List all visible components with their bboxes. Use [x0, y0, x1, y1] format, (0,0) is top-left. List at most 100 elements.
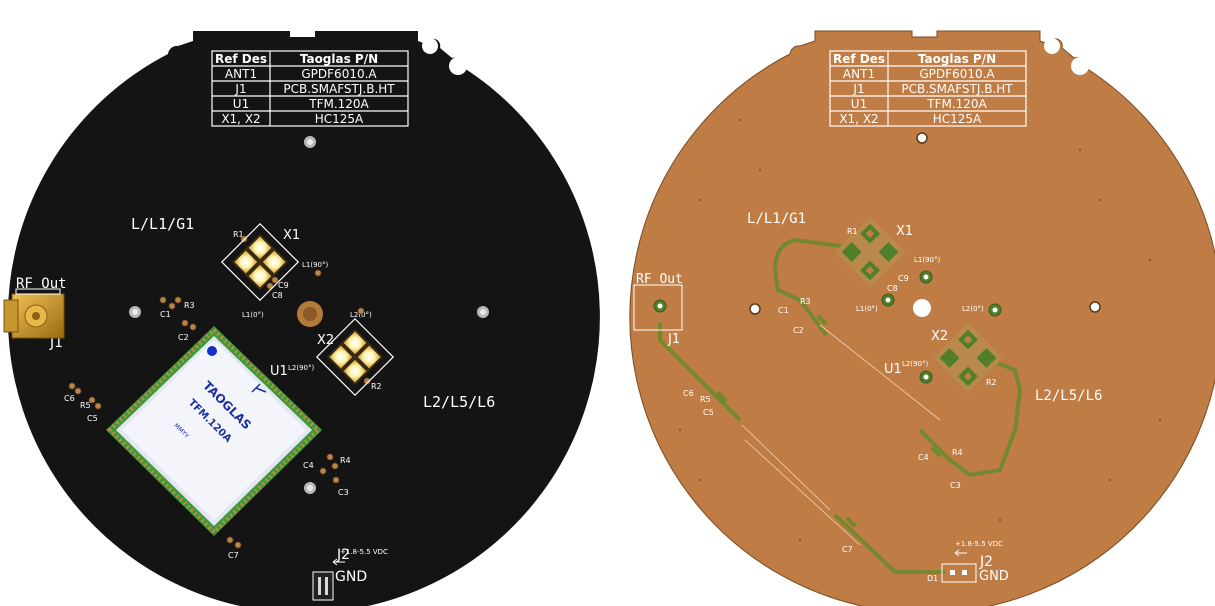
label-x2: X2: [317, 333, 334, 348]
pin1-marker: [207, 346, 217, 356]
label-j1: J1: [49, 335, 63, 351]
label-rf-out: RF Out: [636, 272, 683, 287]
label-l2-90: L2(90°): [288, 364, 314, 372]
taoglas-logo-icon: [251, 383, 267, 393]
label-c7: C7: [842, 545, 853, 554]
bom-text-bottom: Ref Des Taoglas P/N ANT1 GPDF6010.A J1 P…: [833, 52, 1013, 126]
bom-cell: U1: [233, 97, 249, 111]
label-vdc: +1.8-5.5 VDC: [955, 540, 1003, 548]
bom-cell: J1: [234, 82, 246, 96]
label-u1: U1: [270, 364, 288, 379]
label-l1-0: L1(0°): [242, 311, 264, 319]
bom-cell: HC125A: [933, 112, 982, 126]
label-r2: R2: [371, 382, 382, 391]
label-c5: C5: [87, 414, 98, 423]
label-x1: X1: [283, 228, 300, 243]
mounting-holes-bottom: [749, 132, 1101, 317]
label-c3: C3: [338, 488, 349, 497]
label-c2: C2: [178, 333, 189, 342]
j2-outline-bottom: [941, 549, 977, 583]
label-l1-90: L1(90°): [914, 256, 940, 264]
label-vdc: +1.8-5.5 VDC: [340, 548, 388, 556]
label-c2: C2: [793, 326, 804, 335]
label-c3: C3: [950, 481, 961, 490]
bom-cell: X1, X2: [221, 112, 260, 126]
label-c9: C9: [898, 274, 909, 283]
label-c4: C4: [918, 453, 929, 462]
via-holes: [657, 274, 998, 380]
label-r4: R4: [340, 456, 351, 465]
label-j1: J1: [667, 332, 680, 347]
label-c1: C1: [160, 310, 171, 319]
notch: [449, 57, 467, 75]
j2-header-top: [312, 558, 345, 601]
label-j2: J2: [979, 554, 993, 570]
notch: [1071, 57, 1089, 75]
label-l1-90: L1(90°): [302, 261, 328, 269]
label-r3: R3: [800, 297, 811, 306]
label-u1: U1: [884, 362, 902, 377]
silk-labels-top: L/L1/G1 L2/L5/L6 RF Out: [16, 215, 495, 411]
bom-cell: ANT1: [225, 67, 257, 81]
bom-cell: X1, X2: [839, 112, 878, 126]
label-c8: C8: [272, 291, 283, 300]
silk-labels-bottom: L/L1/G1 L2/L5/L6 RF Out: [636, 211, 1102, 404]
bom-table-bottom: [829, 50, 1027, 127]
bom-cell: J1: [852, 82, 864, 96]
j1-sma-connector-top: [3, 288, 65, 339]
bom-cell: GPDF6010.A: [919, 67, 995, 81]
label-r5: R5: [80, 401, 91, 410]
label-c9: C9: [278, 281, 289, 290]
bom-cell: GPDF6010.A: [301, 67, 377, 81]
u1-module-top: TAOGLAS TFM.120A MMYY: [106, 326, 322, 536]
traces-bottom: [658, 238, 1022, 574]
notch: [422, 38, 438, 54]
label-r4: R4: [952, 448, 963, 457]
rf-out-outline: [633, 284, 683, 331]
label-l2-l5-l6: L2/L5/L6: [423, 393, 495, 411]
label-l-l1-g1: L/L1/G1: [747, 211, 806, 227]
label-r2: R2: [986, 378, 997, 387]
label-gnd: GND: [335, 569, 367, 585]
label-r1: R1: [233, 230, 244, 239]
label-rf-out: RF Out: [16, 276, 67, 292]
label-l2-90: L2(90°): [902, 360, 928, 368]
notch: [1044, 38, 1060, 54]
label-x2: X2: [931, 329, 948, 344]
bom-header-pn: Taoglas P/N: [918, 52, 996, 66]
bom-cell: PCB.SMAFSTJ.B.HT: [283, 82, 395, 96]
silk-refdes-top: J1 X1 X2 U1 J2 GND +1.8-5.5 VDC R1 R2 R3…: [49, 228, 388, 590]
label-l-l1-g1: L/L1/G1: [131, 215, 194, 233]
label-c7: C7: [228, 551, 239, 560]
mounting-holes-top: [129, 136, 489, 494]
label-r5: R5: [700, 395, 711, 404]
label-c4: C4: [303, 461, 314, 470]
board-outline-bottom: [629, 30, 1215, 606]
bom-cell: TFM.120A: [308, 97, 369, 111]
arrow-icon: [332, 558, 345, 566]
label-c8: C8: [887, 284, 898, 293]
bom-header-ref: Ref Des: [215, 52, 267, 66]
label-x1: X1: [896, 224, 913, 239]
label-d1: D1: [927, 574, 938, 583]
bom-cell: TFM.120A: [926, 97, 987, 111]
label-gnd: GND: [979, 569, 1009, 584]
thin-traces: [741, 324, 941, 546]
via-grid: [678, 118, 1162, 542]
bom-text-top: Ref Des Taoglas P/N ANT1 GPDF6010.A J1 P…: [215, 52, 395, 126]
bom-table-top: [211, 50, 409, 127]
label-l2-l5-l6: L2/L5/L6: [1035, 388, 1102, 404]
bom-cell: U1: [851, 97, 867, 111]
label-c6: C6: [683, 389, 694, 398]
label-j2: J2: [336, 547, 350, 563]
arrow-icon: [954, 549, 967, 557]
bom-cell: PCB.SMAFSTJ.B.HT: [901, 82, 1013, 96]
label-c6: C6: [64, 394, 75, 403]
board-top-view: Ref Des Taoglas P/N ANT1 GPDF6010.A J1 P…: [3, 31, 600, 606]
label-r3: R3: [184, 301, 195, 310]
label-l2-0: L2(0°): [350, 311, 372, 319]
passive-pads-bottom: [716, 314, 942, 528]
board-bottom-view: Ref Des Taoglas P/N ANT1 GPDF6010.A J1 P…: [629, 30, 1215, 606]
